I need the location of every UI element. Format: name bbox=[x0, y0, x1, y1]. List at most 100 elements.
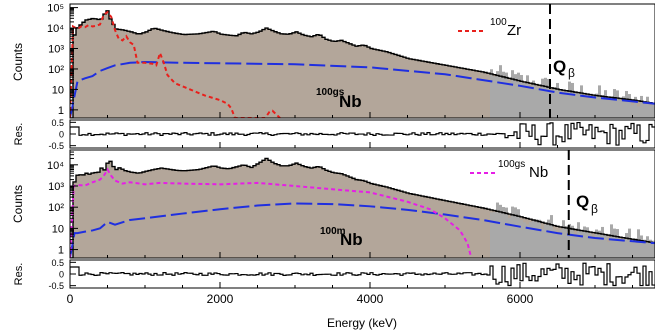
data-bin bbox=[631, 105, 634, 118]
residual-tick-label: -0.5 bbox=[48, 281, 64, 291]
data-bin bbox=[619, 240, 622, 258]
data-bin bbox=[577, 222, 580, 258]
data-bin bbox=[544, 77, 547, 118]
data-bin bbox=[643, 239, 646, 258]
data-bin bbox=[511, 70, 514, 118]
data-bin bbox=[610, 224, 613, 258]
series-line-total-fit bbox=[70, 10, 655, 118]
data-bin bbox=[514, 207, 517, 258]
data-bin bbox=[556, 82, 559, 118]
bottom-q-subscript: β bbox=[591, 202, 598, 216]
bottom-y-axis-label: Counts bbox=[11, 185, 25, 223]
bottom-nucleus-label: 100m Nb bbox=[320, 226, 363, 249]
data-bin bbox=[646, 96, 649, 118]
data-bin bbox=[652, 240, 655, 258]
y-tick-label: 10 bbox=[52, 223, 64, 235]
data-bin bbox=[493, 212, 496, 258]
x-tick-label: 2000 bbox=[207, 292, 234, 306]
bottom-q-beta-annotation: Q β bbox=[567, 150, 598, 258]
top-spectrum-panel: 1 10 10² 10³ 10⁴ 10⁵ Counts Q β 100gs Nb 100 … bbox=[11, 3, 655, 119]
data-bin bbox=[574, 91, 577, 118]
data-bin bbox=[541, 78, 544, 118]
data-bin bbox=[541, 228, 544, 258]
data-bin bbox=[505, 72, 508, 118]
residual-line bbox=[70, 121, 655, 146]
data-bin bbox=[559, 90, 562, 118]
data-bin bbox=[535, 87, 538, 118]
y-tick-label: 10³ bbox=[48, 181, 64, 193]
data-bin bbox=[502, 207, 505, 258]
y-tick-label: 10² bbox=[48, 202, 64, 214]
bottom-legend: 100gs Nb bbox=[470, 159, 548, 181]
data-bin bbox=[538, 219, 541, 258]
data-bin bbox=[577, 92, 580, 118]
data-bin bbox=[616, 229, 619, 258]
data-bin bbox=[523, 222, 526, 258]
data-bin bbox=[571, 225, 574, 258]
y-tick-label: 1 bbox=[58, 105, 64, 117]
data-bin bbox=[505, 207, 508, 258]
residual-tick-label: -0.5 bbox=[48, 141, 64, 151]
data-bin bbox=[649, 105, 652, 118]
bottom-residual-panel: 0.5 0-0.5 Res. bbox=[13, 258, 655, 291]
data-bin bbox=[607, 100, 610, 118]
y-tick-label: 1 bbox=[58, 245, 64, 257]
data-bin bbox=[559, 229, 562, 258]
data-bin bbox=[490, 212, 493, 258]
data-bin bbox=[550, 93, 553, 118]
data-bin bbox=[565, 91, 568, 118]
bottom-residual-plot bbox=[70, 262, 655, 287]
top-panel-frame bbox=[69, 3, 655, 119]
top-legend-mass: 100 bbox=[490, 17, 507, 28]
bottom-legend-mass: 100gs bbox=[498, 159, 525, 170]
data-bin bbox=[499, 204, 502, 258]
series-line-total-fit bbox=[70, 157, 655, 258]
data-bin bbox=[490, 69, 493, 118]
y-tick-label: 10² bbox=[48, 64, 64, 76]
data-bin bbox=[628, 228, 631, 258]
top-legend-name: Zr bbox=[507, 22, 521, 39]
data-bin bbox=[625, 233, 628, 258]
x-tick-label: 0 bbox=[67, 292, 74, 306]
data-bin bbox=[496, 202, 499, 258]
series-line-100mNb-component bbox=[70, 202, 655, 258]
x-tick-label: 6000 bbox=[507, 292, 534, 306]
data-bin bbox=[601, 95, 604, 118]
bottom-q-label: Q bbox=[576, 192, 589, 211]
data-bin bbox=[649, 239, 652, 258]
data-bin bbox=[598, 230, 601, 258]
data-bin bbox=[610, 96, 613, 118]
data-bin bbox=[583, 97, 586, 118]
data-bin bbox=[592, 237, 595, 258]
series-line-100Zr-component bbox=[70, 10, 281, 118]
data-bin bbox=[493, 76, 496, 118]
top-plot-area bbox=[70, 10, 655, 118]
data-bin bbox=[637, 229, 640, 258]
data-bin bbox=[556, 233, 559, 258]
bottom-y-axis: 1 10 10² 10³ 10⁴ bbox=[47, 149, 78, 257]
bottom-residual-frame bbox=[69, 259, 655, 289]
data-bin bbox=[508, 82, 511, 118]
data-bin bbox=[568, 81, 571, 118]
data-bin bbox=[595, 93, 598, 118]
bottom-residual-y-axis: 0.5 0-0.5 bbox=[48, 258, 76, 291]
data-bin bbox=[508, 217, 511, 258]
data-bin bbox=[637, 106, 640, 118]
data-bin bbox=[499, 65, 502, 118]
data-bin bbox=[511, 206, 514, 258]
data-bin bbox=[532, 80, 535, 118]
data-bin bbox=[601, 226, 604, 258]
data-bin bbox=[496, 71, 499, 118]
data-bin bbox=[565, 226, 568, 258]
top-q-beta-annotation: Q β bbox=[549, 4, 575, 118]
data-bin bbox=[574, 234, 577, 258]
residual-tick-label: 0 bbox=[59, 130, 64, 140]
top-residual-plot bbox=[70, 121, 655, 146]
data-bin bbox=[640, 95, 643, 118]
data-bin bbox=[619, 100, 622, 118]
data-bin bbox=[544, 224, 547, 258]
data-bin bbox=[595, 229, 598, 258]
data-bin bbox=[547, 219, 550, 258]
data-bin bbox=[640, 235, 643, 258]
residual-tick-label: 0.5 bbox=[51, 258, 64, 268]
